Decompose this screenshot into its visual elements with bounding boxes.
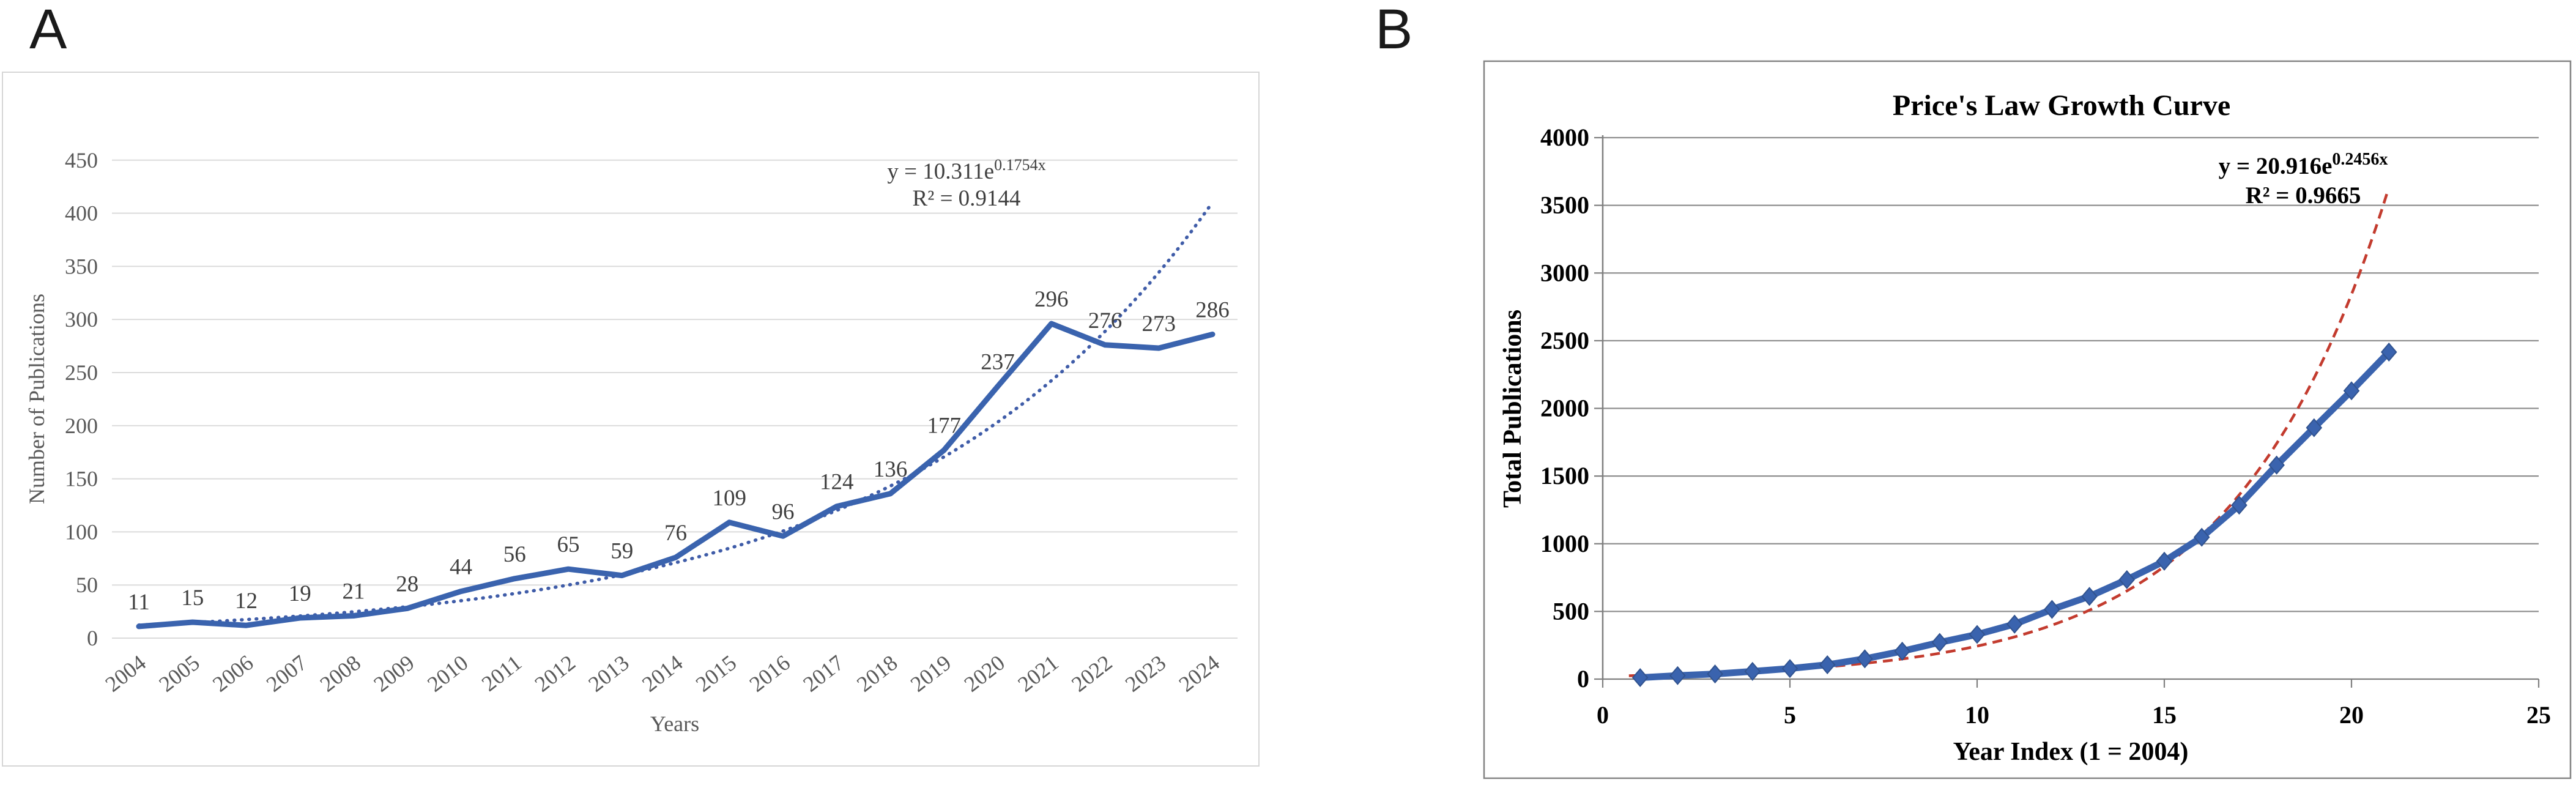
panel-b-letter: B [1375, 0, 1413, 61]
b-x-tick-label: 5 [1784, 701, 1796, 729]
b-y-tick-label: 4000 [1540, 124, 1589, 151]
a-data-label: 44 [450, 555, 472, 580]
a-y-tick-label: 350 [65, 254, 98, 278]
a-data-label: 19 [289, 581, 311, 606]
b-diamond-marker [2380, 342, 2397, 362]
panel-b: 0 500 1000 1500 2000 2500 3000 3500 4000 0 5 10 15 20… [1483, 60, 2572, 779]
b-y-tick-label: 2500 [1540, 327, 1589, 354]
b-diamond-marker [1931, 633, 1948, 652]
b-diamond-marker [2118, 570, 2136, 589]
a-data-label: 56 [503, 542, 526, 567]
b-y-tick-label: 0 [1577, 665, 1589, 693]
b-diamond-marker [1744, 661, 1761, 681]
b-x-tick-label: 10 [1965, 701, 1989, 729]
a-data-label: 65 [557, 532, 580, 557]
a-data-label: 237 [981, 350, 1015, 375]
a-data-label: 59 [611, 539, 633, 564]
b-diamond-marker [1857, 649, 1873, 669]
b-y-tick-label: 1500 [1540, 462, 1589, 489]
a-data-label: 12 [235, 589, 258, 614]
b-fit-curve-dashed [1628, 193, 2389, 677]
b-diamond-marker [1669, 666, 1686, 685]
b-x-tick-label: 0 [1597, 701, 1609, 729]
b-diamond-marker [2231, 496, 2248, 515]
a-y-tick-label: 400 [65, 201, 98, 226]
a-data-label: 286 [1195, 297, 1230, 322]
a-x-axis-title: Years [650, 712, 699, 736]
b-diamond-marker [2081, 587, 2098, 606]
a-y-tick-label: 300 [65, 307, 98, 332]
a-equation: y = 10.311e0.1754x [887, 156, 1045, 184]
a-data-label: 76 [664, 521, 687, 546]
b-x-tick-label: 20 [2339, 701, 2364, 729]
b-diamond-marker [2156, 551, 2173, 571]
b-y-tick-label: 500 [1553, 597, 1589, 625]
a-data-label: 109 [713, 486, 747, 511]
b-x-axis-title: Year Index (1 = 2004) [1953, 738, 2189, 766]
a-trendline-dotted [137, 201, 1214, 627]
b-diamond-marker [1707, 664, 1723, 684]
b-diamond-marker [1631, 668, 1649, 688]
a-y-tick-label: 150 [65, 467, 98, 491]
a-data-label: 276 [1088, 308, 1123, 333]
b-y-tick-label: 3500 [1540, 191, 1589, 219]
b-y-tick-label: 2000 [1540, 395, 1589, 422]
b-y-tick-label: 3000 [1540, 259, 1589, 286]
b-r-squared: R² = 0.9665 [2246, 182, 2361, 209]
b-y-axis-title: Total Publications [1499, 310, 1527, 508]
b-diamond-marker [1781, 659, 1798, 678]
a-y-tick-label: 100 [65, 519, 98, 544]
a-y-tick-label: 250 [65, 360, 98, 385]
b-chart-title: Price's Law Growth Curve [1893, 89, 2230, 122]
b-diamond-marker [2306, 418, 2323, 437]
b-diamond-marker [2268, 455, 2285, 475]
a-data-label: 96 [772, 499, 795, 524]
b-y-tick-label: 1000 [1540, 530, 1589, 557]
a-data-label: 136 [874, 457, 908, 482]
a-data-label: 124 [820, 470, 854, 495]
b-diamond-marker [2343, 381, 2360, 401]
b-diamond-marker [2193, 527, 2210, 547]
b-diamond-marker [2006, 614, 2023, 634]
b-diamond-marker [1819, 655, 1836, 675]
b-equation: y = 20.916e0.2456x [2219, 150, 2388, 179]
b-diamond-marker [2044, 600, 2060, 619]
a-y-tick-label: 50 [76, 573, 98, 597]
a-y-tick-label: 0 [87, 626, 98, 650]
b-diamond-marker [1894, 641, 1910, 661]
a-data-line [136, 321, 1216, 630]
b-x-tick-label: 15 [2152, 701, 2177, 729]
a-y-axis-title: Number of Publications [24, 294, 49, 504]
b-diamond-marker [1969, 625, 1986, 644]
a-data-label: 15 [181, 585, 204, 611]
panel-a-border [2, 72, 1260, 767]
a-data-label: 21 [343, 579, 365, 604]
a-y-tick-label: 450 [65, 148, 98, 173]
a-y-tick-label: 200 [65, 414, 98, 438]
a-data-label: 11 [128, 590, 150, 615]
b-x-tick-label: 25 [2526, 701, 2551, 729]
a-data-label: 296 [1034, 287, 1069, 312]
panel-b-border [1483, 60, 2572, 779]
a-data-label: 28 [396, 571, 418, 597]
a-data-label: 177 [927, 414, 962, 439]
a-r-squared: R² = 0.9144 [913, 186, 1021, 211]
panel-a-letter: A [29, 0, 67, 61]
a-data-label: 273 [1142, 311, 1176, 336]
